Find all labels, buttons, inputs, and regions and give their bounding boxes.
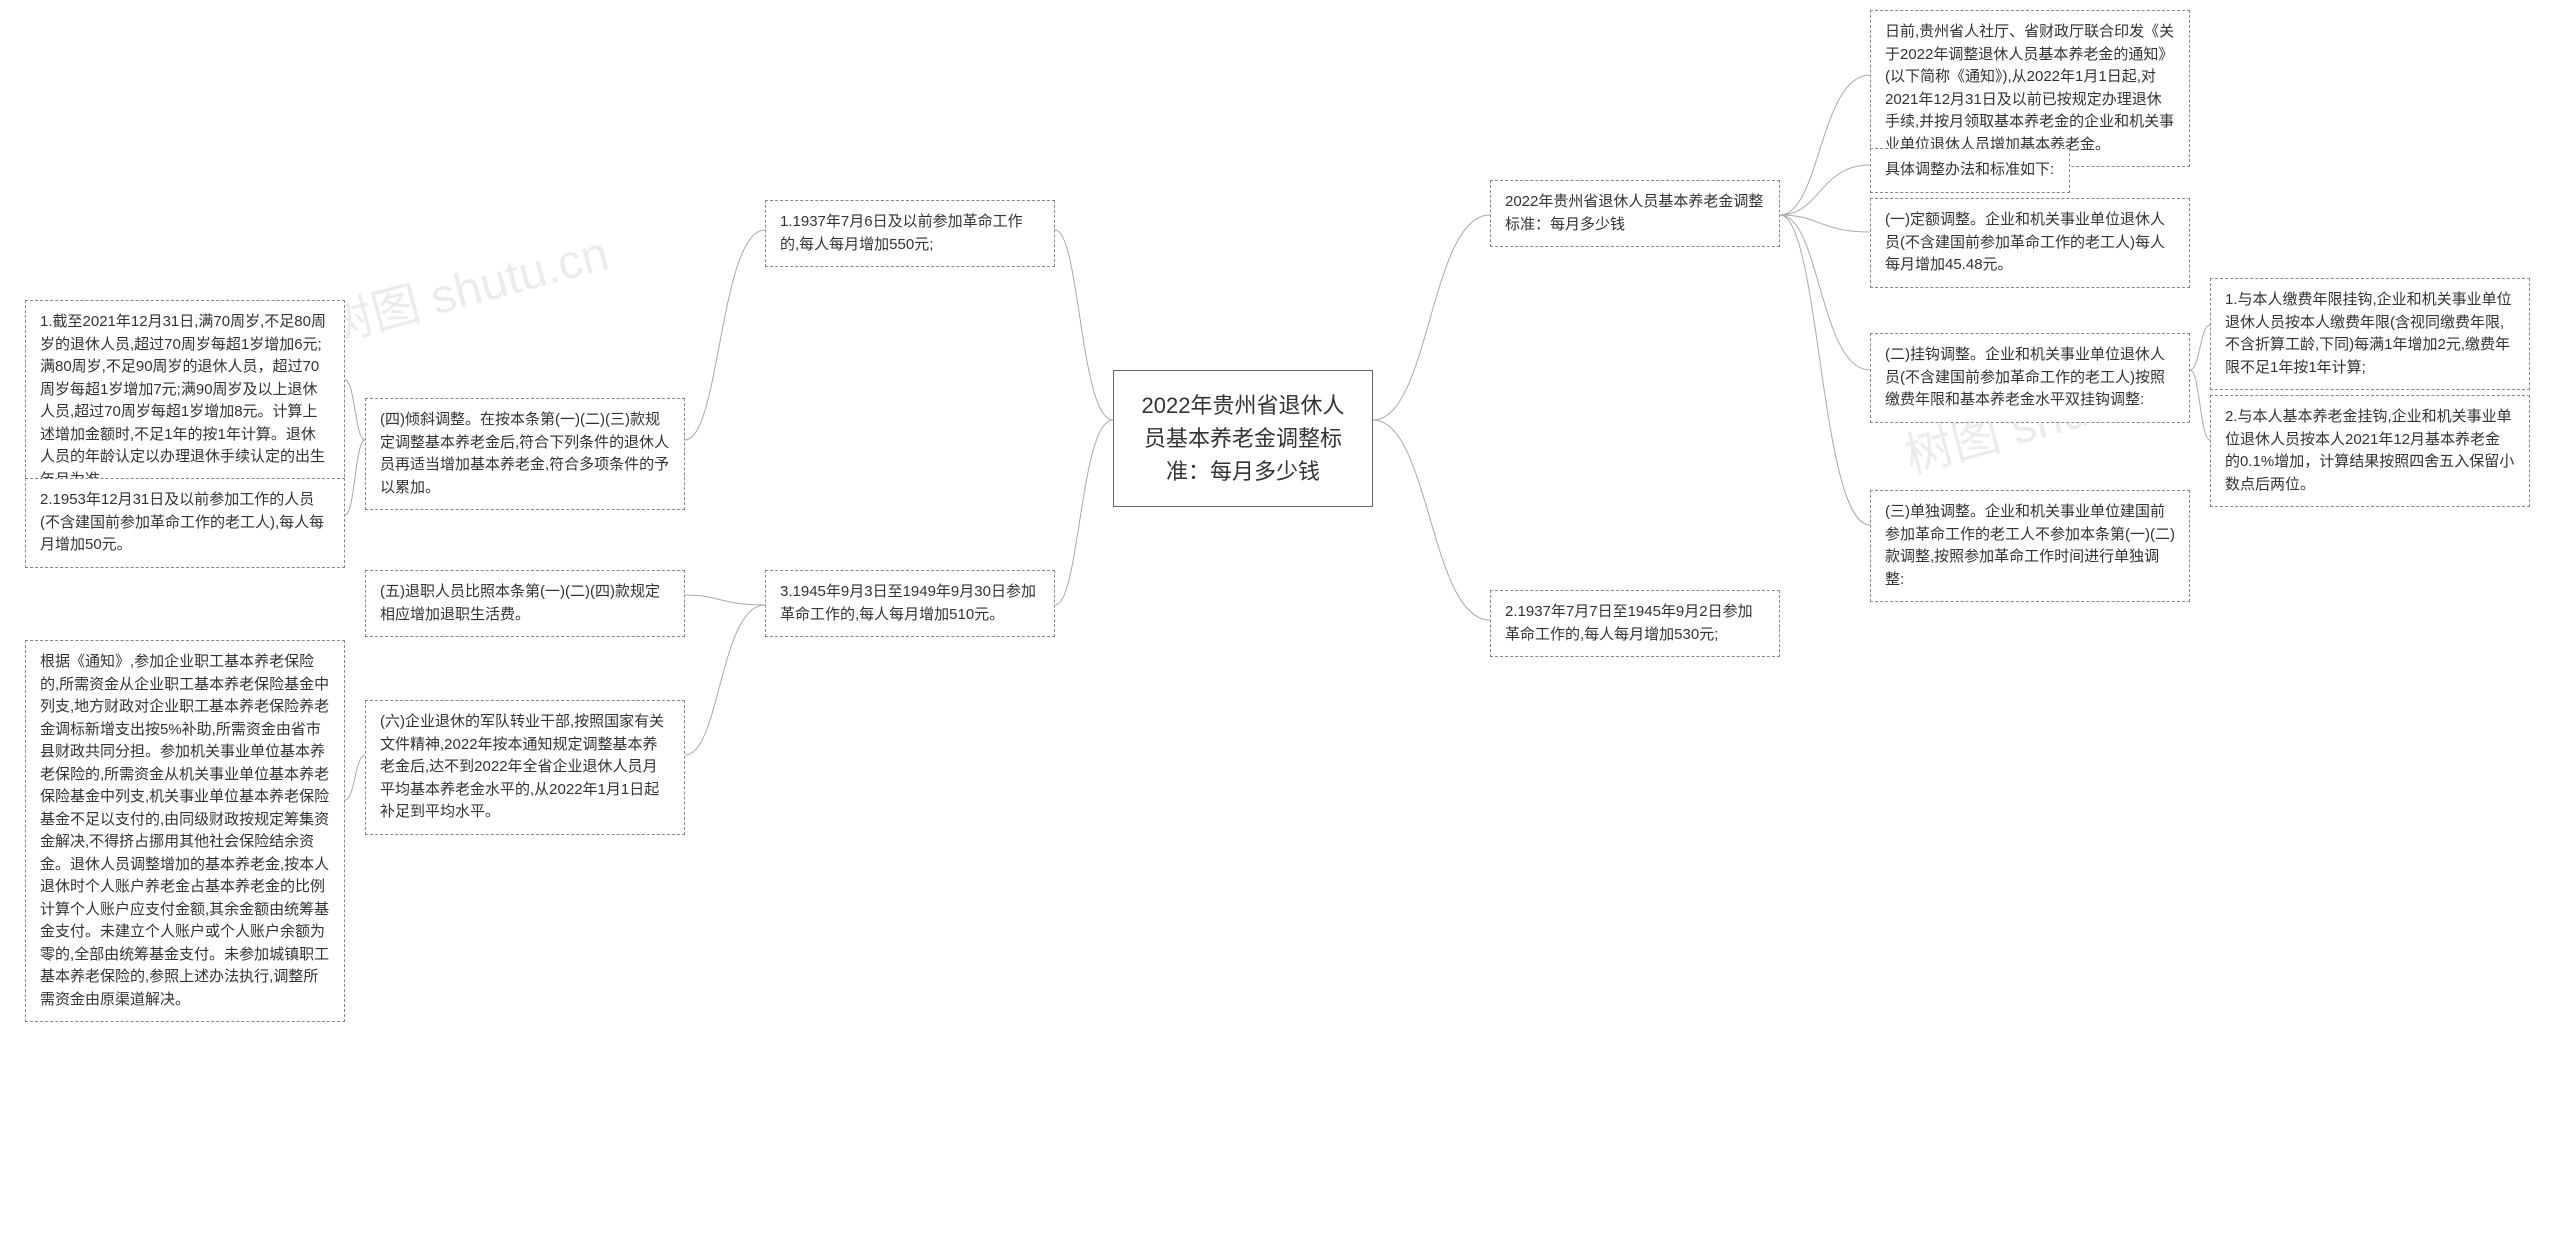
node-l4: (五)退职人员比照本条第(一)(二)(四)款规定相应增加退职生活费。 [365, 570, 685, 637]
node-r1d1: 1.与本人缴费年限挂钩,企业和机关事业单位退休人员按本人缴费年限(含视同缴费年限… [2210, 278, 2530, 390]
node-l1: 1.1937年7月6日及以前参加革命工作的,每人每月增加550元; [765, 200, 1055, 267]
node-r1: 2022年贵州省退休人员基本养老金调整标准：每月多少钱 [1490, 180, 1780, 247]
node-l3b: 2.1953年12月31日及以前参加工作的人员(不含建国前参加革命工作的老工人)… [25, 478, 345, 568]
node-l2: 3.1945年9月3日至1949年9月30日参加革命工作的,每人每月增加510元… [765, 570, 1055, 637]
node-r1d: (二)挂钩调整。企业和机关事业单位退休人员(不含建国前参加革命工作的老工人)按照… [1870, 333, 2190, 423]
watermark: 树图 shutu.cn [316, 214, 615, 357]
node-r1b: 具体调整办法和标准如下: [1870, 148, 2070, 193]
node-r1c: (一)定额调整。企业和机关事业单位退休人员(不含建国前参加革命工作的老工人)每人… [1870, 198, 2190, 288]
mindmap-root: 2022年贵州省退休人员基本养老金调整标准：每月多少钱 [1113, 370, 1373, 507]
node-r1d2: 2.与本人基本养老金挂钩,企业和机关事业单位退休人员按本人2021年12月基本养… [2210, 395, 2530, 507]
node-r1e: (三)单独调整。企业和机关事业单位建国前参加革命工作的老工人不参加本条第(一)(… [1870, 490, 2190, 602]
node-l5a: 根据《通知》,参加企业职工基本养老保险的,所需资金从企业职工基本养老保险基金中列… [25, 640, 345, 1022]
node-l3: (四)倾斜调整。在按本条第(一)(二)(三)款规定调整基本养老金后,符合下列条件… [365, 398, 685, 510]
node-r2: 2.1937年7月7日至1945年9月2日参加革命工作的,每人每月增加530元; [1490, 590, 1780, 657]
node-r1a: 日前,贵州省人社厅、省财政厅联合印发《关于2022年调整退休人员基本养老金的通知… [1870, 10, 2190, 167]
node-l5: (六)企业退休的军队转业干部,按照国家有关文件精神,2022年按本通知规定调整基… [365, 700, 685, 835]
node-l3a: 1.截至2021年12月31日,满70周岁,不足80周岁的退休人员,超过70周岁… [25, 300, 345, 502]
